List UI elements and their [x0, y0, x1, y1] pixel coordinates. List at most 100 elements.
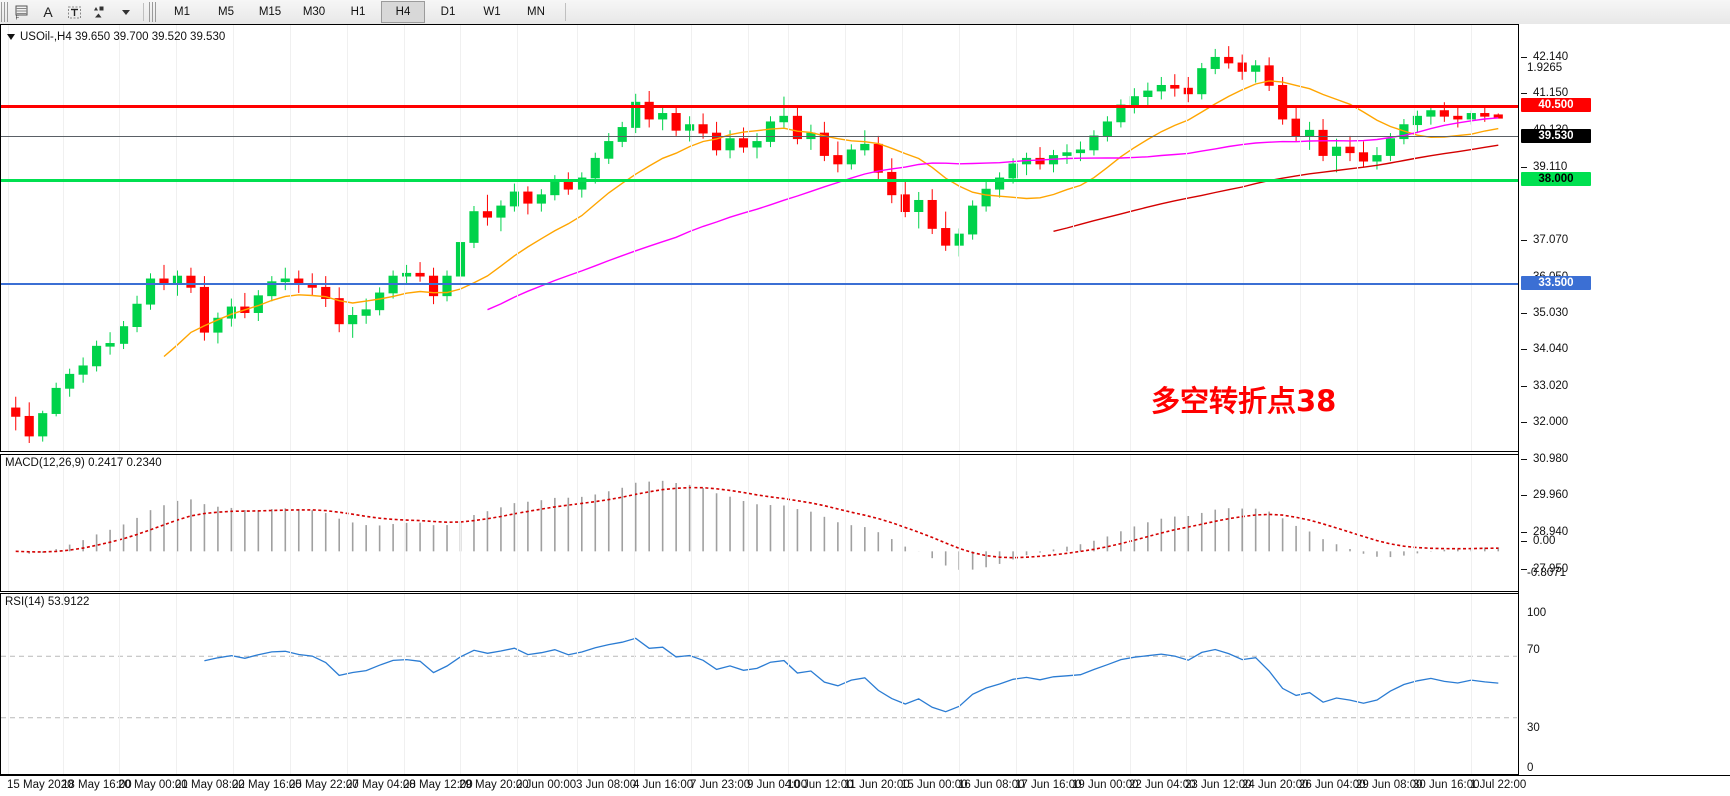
chart-area[interactable]: USOil-,H4 39.650 39.700 39.520 39.530 多空…	[0, 24, 1730, 796]
rsi-tick-label: 100	[1527, 607, 1547, 619]
objects-icon[interactable]	[87, 1, 113, 23]
timeframe-h1[interactable]: H1	[350, 6, 366, 18]
crosshair-f-icon[interactable]: F	[9, 1, 35, 23]
vertical-gridline	[290, 594, 291, 774]
vertical-gridline	[517, 594, 518, 774]
vertical-gridline	[1130, 25, 1131, 451]
vertical-gridline	[634, 25, 635, 451]
price-tick-label: 39.110	[1533, 161, 1568, 173]
timeframe-grip-handle[interactable]	[149, 2, 157, 22]
vertical-gridline	[404, 25, 405, 451]
vertical-gridline	[1300, 594, 1301, 774]
vertical-gridline	[290, 455, 291, 591]
rsi-tick-label: 30	[1527, 722, 1540, 734]
price-tick-label: 27.950	[1533, 563, 1569, 575]
vertical-gridline	[1357, 594, 1358, 774]
vertical-gridline	[233, 25, 234, 451]
time-tick-label: 29 Jun 08:00	[1356, 779, 1423, 791]
level-line-33500[interactable]	[1, 283, 1518, 285]
price-tickmark	[1521, 386, 1527, 387]
macd-tick-label: -0.8071	[1527, 567, 1567, 579]
level-line-38000[interactable]	[1, 179, 1518, 182]
price-tick-label: 34.040	[1533, 343, 1569, 355]
price-tickmark	[1521, 57, 1527, 58]
vertical-gridline	[1300, 25, 1301, 451]
price-tick-label: 28.940	[1533, 526, 1569, 538]
price-badge-33500[interactable]: 33.500	[1521, 276, 1591, 290]
price-tick-label: 33.020	[1533, 380, 1569, 392]
vertical-gridline	[8, 455, 9, 591]
time-tick-label: 10 Jun 12:00	[787, 779, 854, 791]
price-pane[interactable]: USOil-,H4 39.650 39.700 39.520 39.530 多空…	[0, 24, 1518, 452]
vertical-gridline	[460, 25, 461, 451]
vertical-gridline	[347, 594, 348, 774]
timeframe-mn[interactable]: MN	[527, 6, 545, 18]
vertical-gridline	[460, 594, 461, 774]
toolbar-grip-handle[interactable]	[1, 2, 9, 22]
price-tickmark	[1521, 93, 1527, 94]
price-tick-label: 41.150	[1533, 87, 1569, 99]
timeframe-m5[interactable]: M5	[218, 6, 234, 18]
price-tickmark	[1521, 167, 1527, 168]
vertical-gridline	[959, 25, 960, 451]
time-tick-label: 4 Jun 16:00	[633, 779, 694, 791]
vertical-gridline	[233, 455, 234, 591]
text-label-icon[interactable]	[61, 1, 87, 23]
time-tick-label: 15 Jun 00:00	[901, 779, 968, 791]
time-tick-label: 18 May 16:00	[62, 779, 132, 791]
vertical-gridline	[517, 455, 518, 591]
toolbar-divider	[143, 3, 144, 21]
vertical-gridline	[119, 25, 120, 451]
vertical-gridline	[233, 594, 234, 774]
text-a-icon[interactable]: A	[43, 4, 53, 20]
time-tick-label: 22 Jun 04:00	[1129, 779, 1196, 791]
timeframe-m15[interactable]: M15	[258, 6, 282, 18]
timeframe-d1[interactable]: D1	[440, 6, 456, 18]
time-tick-label: 22 May 16:00	[232, 779, 302, 791]
vertical-gridline	[1471, 594, 1472, 774]
time-tick-label: 30 Jun 16:00	[1413, 779, 1480, 791]
price-tick-label: 35.030	[1533, 307, 1569, 319]
time-tick-label: 16 Jun 08:00	[958, 779, 1025, 791]
vertical-gridline	[404, 594, 405, 774]
macd-label: MACD(12,26,9) 0.2417 0.2340	[5, 457, 162, 469]
vertical-gridline	[1243, 455, 1244, 591]
toolbar-divider-2	[565, 3, 566, 21]
timeframe-group: M1 M5 M15 M30 H1 H4 D1 W1 MN	[161, 1, 557, 23]
vertical-gridline	[788, 25, 789, 451]
time-tick-label: 29 May 20:00	[459, 779, 529, 791]
price-badge-40500[interactable]: 40.500	[1521, 98, 1591, 112]
vertical-gridline	[788, 594, 789, 774]
vertical-gridline	[119, 594, 120, 774]
timeframe-m1[interactable]: M1	[174, 6, 190, 18]
vertical-gridline	[1414, 25, 1415, 451]
vertical-gridline	[460, 455, 461, 591]
vertical-gridline	[959, 455, 960, 591]
timeframe-m30[interactable]: M30	[302, 6, 326, 18]
timeframe-h4[interactable]: H4	[381, 1, 425, 23]
rsi-pane[interactable]: RSI(14) 53.9122	[0, 593, 1518, 775]
price-tickmark	[1521, 349, 1527, 350]
vertical-gridline	[845, 594, 846, 774]
price-badge-38000[interactable]: 38.000	[1521, 172, 1591, 186]
rsi-tick-label: 70	[1527, 644, 1540, 656]
timeframe-w1[interactable]: W1	[483, 6, 501, 18]
price-scale[interactable]: 42.14041.15040.13039.11037.07036.05035.0…	[1518, 24, 1730, 775]
price-badge-39530[interactable]: 39.530	[1521, 129, 1591, 143]
dropdown-caret-icon[interactable]	[113, 1, 139, 23]
collapse-triangle-icon[interactable]	[7, 34, 15, 40]
vertical-gridline	[577, 25, 578, 451]
symbol-info-bar[interactable]: USOil-,H4 39.650 39.700 39.520 39.530	[7, 31, 225, 43]
vertical-gridline	[902, 455, 903, 591]
level-line-40500[interactable]	[1, 105, 1518, 108]
price-tickmark	[1521, 422, 1527, 423]
vertical-gridline	[577, 594, 578, 774]
vertical-gridline	[119, 455, 120, 591]
vertical-gridline	[176, 25, 177, 451]
vertical-gridline	[347, 25, 348, 451]
price-tick-label: 37.070	[1533, 234, 1569, 246]
time-tick-label: 27 May 04:00	[346, 779, 416, 791]
vertical-gridline	[1357, 455, 1358, 591]
time-scale[interactable]: 15 May 2020 18 May 16:00 20 May 00:00 21 Ma…	[0, 775, 1730, 796]
macd-pane[interactable]: MACD(12,26,9) 0.2417 0.2340	[0, 454, 1518, 592]
